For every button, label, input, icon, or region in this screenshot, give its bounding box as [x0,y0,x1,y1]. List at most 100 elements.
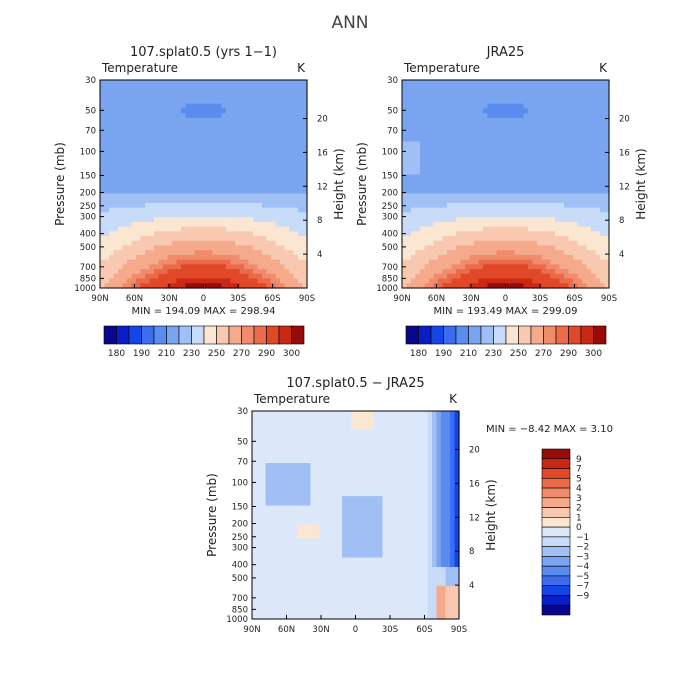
contour-cell [474,259,480,265]
contour-cell [411,155,417,161]
contour-cell [253,217,259,223]
contour-cell [319,524,325,530]
contour-cell [208,150,214,157]
contour-cell [235,212,241,218]
contour-cell [568,193,574,199]
contour-cell [253,155,259,161]
contour-cell [429,273,435,280]
contour-cell [280,136,286,143]
contour-cell [127,117,133,124]
contour-cell [292,519,298,526]
contour-cell [546,278,552,284]
contour-cell [235,207,241,213]
contour-cell [154,113,160,119]
contour-cell [248,98,254,105]
contour-cell [519,240,525,247]
contour-cell [289,245,295,251]
contour-cell [208,122,214,128]
contour-cell [514,264,520,270]
contour-cell [284,103,290,109]
contour-cell [154,269,160,275]
contour-cell [274,562,280,568]
contour-cell [256,491,262,497]
contour-cell [136,217,142,223]
contour-cell [595,269,601,275]
contour-cell [415,98,421,105]
contour-cell [292,505,298,511]
contour-cell [478,160,484,166]
contour-cell [306,420,312,426]
contour-cell [288,463,294,469]
contour-cell [433,98,439,105]
contour-cell [235,122,241,128]
contour-cell [298,89,304,95]
contour-cell [429,278,435,284]
contour-cell [293,160,299,166]
contour-cell [256,444,262,450]
contour-cell [256,481,262,488]
y-tick-label: 70 [387,126,398,136]
contour-cell [591,221,597,228]
contour-cell [109,89,115,95]
contour-cell [265,453,271,459]
contour-cell [406,84,412,91]
contour-cell [248,240,254,247]
contour-cell [451,273,457,280]
contour-cell [274,439,280,445]
contour-cell [438,250,444,256]
contour-cell [324,458,330,464]
contour-cell [270,453,276,459]
contour-cell [319,567,325,573]
contour-cell [315,595,321,601]
contour-cell [262,245,268,251]
contour-cell [297,429,303,436]
contour-cell [118,80,124,86]
contour-cell [140,98,146,105]
contour-cell [505,132,511,138]
contour-cell [280,141,286,147]
y-tick-label: 30 [85,76,96,86]
contour-cell [487,155,493,161]
contour-cell [465,283,471,289]
contour-cell [221,254,227,261]
contour-cell [208,283,214,289]
contour-cell [595,250,601,256]
contour-cell [208,245,214,251]
contour-cell [109,250,115,256]
contour-cell [402,103,408,109]
contour-cell [158,202,164,209]
contour-cell [253,202,259,209]
contour-cell [324,567,330,573]
contour-cell [483,193,489,199]
contour-cell [528,269,534,275]
contour-cell [217,212,223,218]
contour-cell [235,259,241,265]
contour-cell [550,98,556,105]
contour-cell [109,80,115,86]
contour-cell [104,188,110,195]
y-right-tick-label: 8 [317,216,322,226]
contour-cell [203,254,209,261]
contour-cell [194,259,200,265]
contour-cell [510,193,516,199]
contour-cell [289,184,295,190]
contour-cell [302,113,308,119]
contour-cell [176,127,182,133]
contour-cell [402,146,408,152]
contour-cell [429,283,435,289]
contour-cell [324,481,330,488]
contour-cell [274,453,280,459]
contour-cell [257,169,263,176]
contour-cell [261,491,267,497]
contour-cell [555,136,561,143]
contour-cell [265,486,271,492]
contour-cell [324,595,330,601]
contour-cell [564,231,570,237]
contour-cell [185,221,191,228]
contour-cell [190,108,196,114]
contour-cell [145,273,151,280]
contour-cell [284,226,290,232]
contour-cell [185,202,191,209]
x-tick-label: 30S [230,294,246,304]
contour-cell [537,236,543,242]
